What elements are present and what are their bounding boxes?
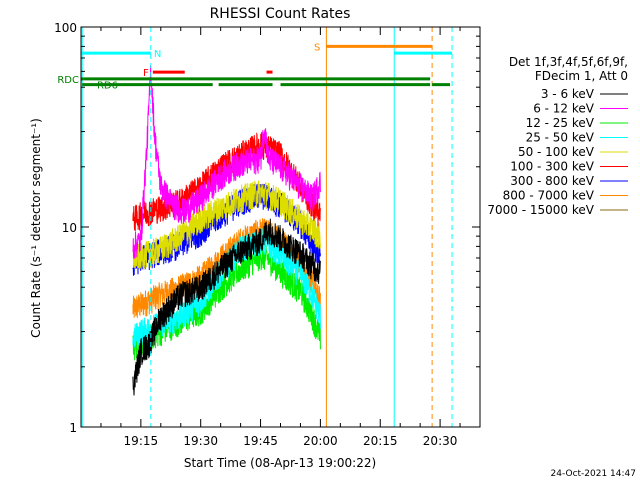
y-tick-label-1: 10 [62, 221, 77, 235]
flag-n-label: N [154, 49, 161, 60]
y-tick-label-2: 100 [54, 21, 77, 35]
x-tick-label-5: 20:30 [423, 434, 458, 448]
legend: Det 1f,3f,4f,5f,6f,9f, FDecim 1, Att 0 3… [487, 55, 628, 217]
legend-label-3: 25 - 50 keV [526, 131, 595, 145]
series-line-4 [132, 180, 321, 270]
x-tick-label-3: 20:00 [303, 434, 338, 448]
legend-label-4: 50 - 100 keV [518, 145, 595, 159]
x-tick-label-1: 19:30 [183, 434, 218, 448]
flag-s-label: S [314, 42, 320, 53]
y-axis-label: Count Rate (s⁻¹ detector segment⁻¹) [29, 118, 43, 338]
legend-label-0: 3 - 6 keV [541, 87, 595, 101]
flag-rdc-label: RDC [57, 75, 79, 86]
footer-date: 24-Oct-2021 14:47 [551, 469, 636, 479]
series-line-1 [132, 65, 321, 259]
x-tick-label-4: 20:15 [363, 434, 398, 448]
x-axis-ticks: 19:15 19:30 19:45 20:00 20:15 20:30 [80, 27, 481, 448]
legend-label-1: 6 - 12 keV [533, 102, 595, 116]
x-tick-label-2: 19:45 [243, 434, 278, 448]
legend-label-6: 300 - 800 keV [510, 174, 594, 188]
flag-f-label: F [143, 68, 149, 79]
series-line-0 [132, 218, 321, 396]
legend-label-8: 7000 - 15000 keV [487, 203, 594, 217]
legend-label-7: 800 - 7000 keV [503, 189, 595, 203]
chart-title: RHESSI Count Rates [210, 6, 351, 22]
series-line-5 [132, 132, 321, 232]
legend-header-line-1: Det 1f,3f,4f,5f,6f,9f, [509, 55, 628, 69]
y-tick-label-0: 1 [69, 421, 77, 435]
flag-rd6-label: RD6 [97, 81, 118, 92]
legend-label-2: 12 - 25 keV [526, 116, 595, 130]
legend-header-line-2: FDecim 1, Att 0 [535, 69, 628, 83]
legend-label-5: 100 - 300 keV [510, 160, 594, 174]
y-axis-ticks: 1 10 100 [54, 21, 480, 435]
x-tick-label-0: 19:15 [124, 434, 159, 448]
plot-area: N S F RDC RD6 [57, 26, 481, 428]
x-axis-label: Start Time (08-Apr-13 19:00:22) [184, 456, 376, 470]
